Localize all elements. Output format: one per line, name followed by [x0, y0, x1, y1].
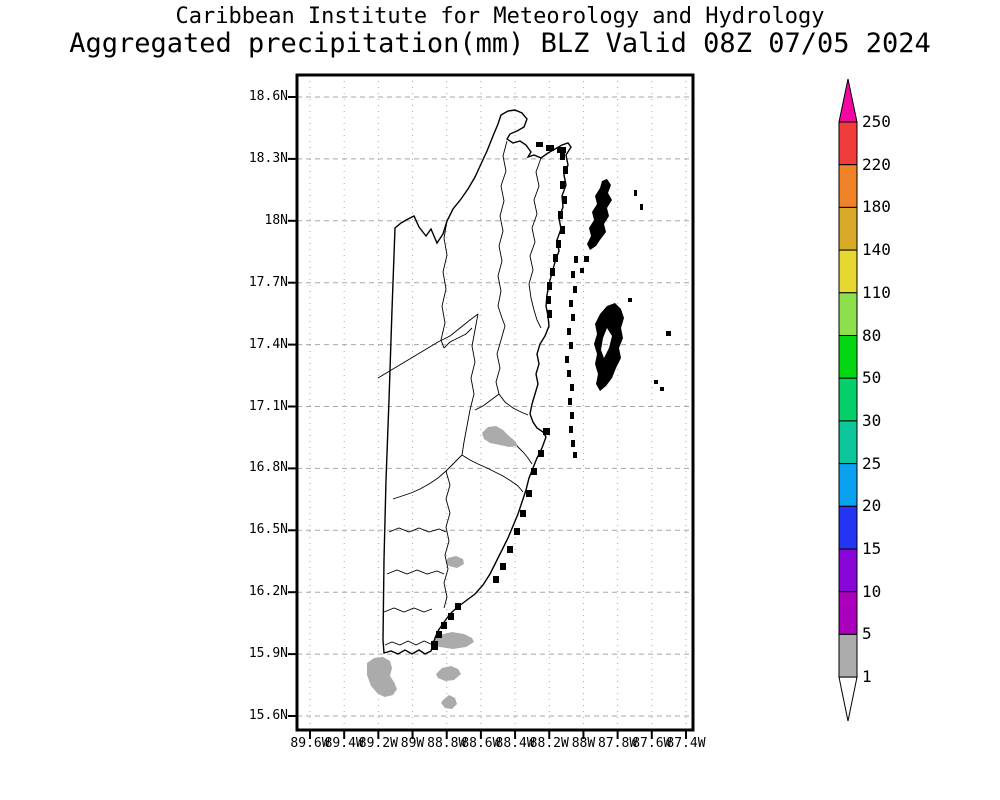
- figure-title-institute: Caribbean Institute for Meteorology and …: [175, 4, 825, 29]
- lon-tick-label: 87.4W: [666, 736, 706, 751]
- colorbar-segment: [838, 292, 858, 336]
- precip-blob: [367, 657, 397, 697]
- colorbar-label: 10: [862, 581, 882, 601]
- colorbar-label: 25: [862, 453, 882, 473]
- colorbar-label: 20: [862, 496, 882, 516]
- precip-blob: [436, 666, 461, 681]
- lat-tick-label: 16.5N: [248, 522, 288, 538]
- colorbar-segment: [838, 633, 858, 678]
- lon-tick-label: 89.2W: [358, 736, 398, 751]
- colorbar-label: 140: [862, 240, 891, 260]
- lon-tick-label: 89W: [400, 736, 425, 751]
- lat-tick-label: 17.7N: [248, 274, 288, 290]
- figure-title-product: Aggregated precipitation(mm) BLZ Valid 0…: [69, 28, 931, 59]
- lat-tick-label: 16.2N: [248, 584, 288, 600]
- ambergris-caye: [587, 179, 612, 250]
- map-frame: [295, 73, 695, 732]
- lat-tick-label: 18.6N: [248, 89, 288, 104]
- colorbar-segment: [838, 548, 858, 593]
- colorbar-label: 80: [862, 325, 882, 345]
- colorbar-segment: [838, 206, 858, 251]
- precip-blob: [446, 556, 464, 568]
- colorbar-segment: [838, 505, 858, 550]
- colorbar-label: 5: [862, 624, 872, 644]
- precip-blob: [441, 695, 457, 709]
- colorbar-below-min-arrow: [838, 676, 858, 722]
- lon-tick-label: 88.8W: [427, 736, 467, 751]
- precip-blob: [482, 426, 518, 447]
- colorbar-label: 180: [862, 197, 891, 217]
- watershed-boundaries: [377, 140, 542, 646]
- lat-tick-label: 15.9N: [248, 646, 288, 662]
- colorbar-above-max-arrow: [838, 78, 858, 123]
- precipitation-shading: [367, 426, 518, 709]
- lon-tick-label: 89.6W: [290, 736, 330, 751]
- lon-tick-label: 89.4W: [324, 736, 364, 751]
- lat-tick-label: 17.4N: [248, 336, 288, 352]
- colorbar-segment: [838, 420, 858, 465]
- colorbar-label: 1: [862, 667, 872, 687]
- lon-tick-label: 88.4W: [495, 736, 535, 751]
- colorbar-label: 250: [862, 112, 891, 131]
- lon-tick-label: 88W: [571, 736, 596, 751]
- colorbar-segment: [838, 249, 858, 294]
- colorbar: [838, 78, 858, 722]
- turneffe-atoll: [594, 303, 624, 391]
- lat-tick-label: 18.3N: [248, 150, 288, 166]
- precip-blob: [432, 632, 474, 649]
- lat-tick-label: 15.6N: [248, 708, 288, 723]
- grid-lines: [288, 75, 693, 739]
- coastal-cayes: [431, 142, 671, 650]
- colorbar-segment: [838, 164, 858, 208]
- lat-tick-label: 18N: [264, 212, 288, 228]
- colorbar-label: 30: [862, 410, 882, 430]
- colorbar-label: 110: [862, 282, 891, 302]
- lat-tick-label: 17.1N: [248, 398, 288, 414]
- colorbar-segment: [838, 463, 858, 507]
- lon-tick-label: 88.2W: [529, 736, 569, 751]
- colorbar-label: 50: [862, 368, 882, 388]
- colorbar-segment: [838, 121, 858, 166]
- colorbar-label: 15: [862, 539, 882, 558]
- colorbar-segment: [838, 335, 858, 379]
- colorbar-segment: [838, 591, 858, 635]
- lon-tick-label: 88.6W: [461, 736, 501, 751]
- colorbar-label: 220: [862, 154, 891, 174]
- colorbar-segment: [838, 377, 858, 422]
- lon-tick-label: 87.6W: [632, 736, 672, 751]
- lon-tick-label: 87.8W: [598, 736, 638, 751]
- lat-tick-label: 16.8N: [248, 460, 288, 476]
